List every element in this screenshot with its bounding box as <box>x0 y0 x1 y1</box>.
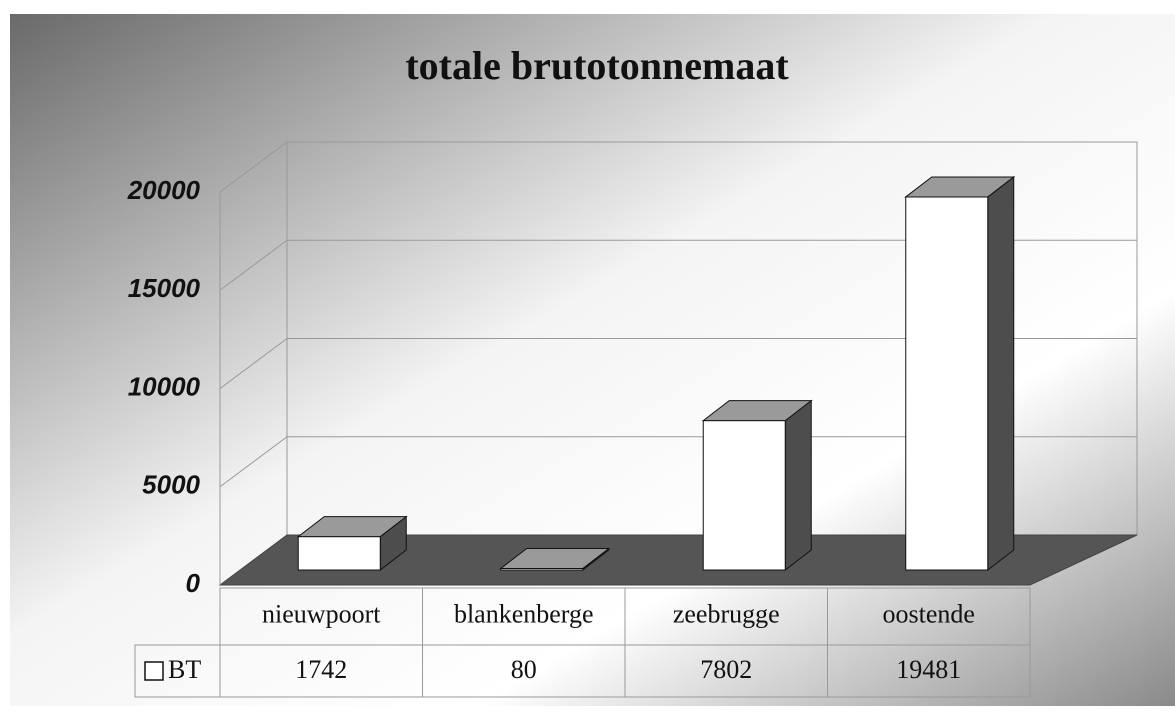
bar-top <box>296 516 408 538</box>
y-tick-label: 5000 <box>142 470 200 500</box>
legend-label: BT <box>168 655 201 684</box>
data-table-value: 19481 <box>896 655 961 684</box>
grid-line <box>219 436 288 488</box>
y-tick-label: 0 <box>186 568 201 598</box>
y-tick-label: 20000 <box>127 175 201 205</box>
x-tick-label: nieuwpoort <box>262 599 381 628</box>
y-tick-label: 15000 <box>128 273 201 303</box>
bar-top <box>904 176 1016 198</box>
data-table-value: 7802 <box>700 655 752 684</box>
data-table-value: 80 <box>511 655 537 684</box>
legend-swatch <box>144 661 164 681</box>
grid-line <box>219 239 288 291</box>
grid-line <box>219 141 288 193</box>
data-table-cell <box>134 644 1031 698</box>
x-tick-label: zeebrugge <box>673 599 780 628</box>
bar <box>297 536 381 571</box>
bar-top <box>499 547 611 569</box>
bar-top <box>701 400 813 422</box>
y-tick-label: 10000 <box>128 371 201 401</box>
bar-side <box>784 399 812 572</box>
x-tick-label: blankenberge <box>454 599 594 628</box>
grid-line <box>219 338 288 389</box>
x-tick-label: oostende <box>883 599 975 628</box>
bar <box>702 420 786 571</box>
bar-side <box>987 175 1015 572</box>
chart-title: totale brutotonnemaat <box>405 43 789 88</box>
bar <box>905 196 989 571</box>
data-table-value: 1742 <box>295 655 347 684</box>
